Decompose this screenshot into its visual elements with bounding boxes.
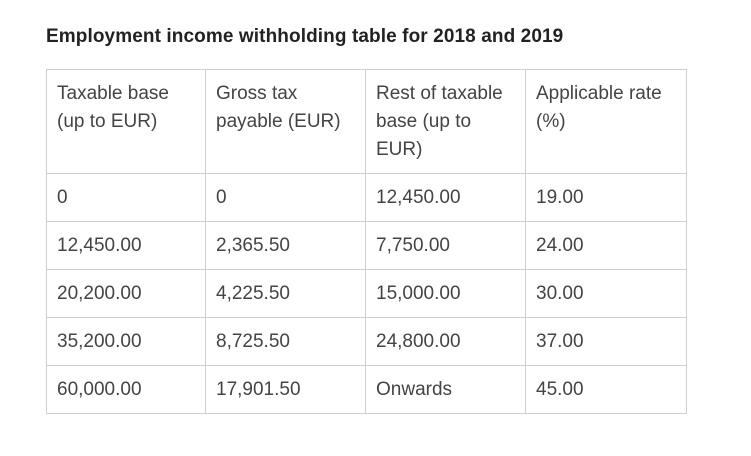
- cell-taxable-base: 20,200.00: [46, 269, 206, 318]
- table-row: 20,200.00 4,225.50 15,000.00 30.00: [46, 269, 687, 318]
- table-header: Taxable base (up to EUR) Gross tax payab…: [46, 69, 687, 174]
- table-row: 35,200.00 8,725.50 24,800.00 37.00: [46, 317, 687, 366]
- cell-gross-tax-payable: 17,901.50: [205, 365, 366, 414]
- cell-gross-tax-payable: 2,365.50: [205, 221, 366, 270]
- table-row: 0 0 12,450.00 19.00: [46, 173, 687, 222]
- page-title: Employment income withholding table for …: [46, 26, 564, 47]
- cell-rest-of-taxable-base: 15,000.00: [365, 269, 526, 318]
- table-row: 12,450.00 2,365.50 7,750.00 24.00: [46, 221, 687, 270]
- cell-taxable-base: 60,000.00: [46, 365, 206, 414]
- cell-gross-tax-payable: 8,725.50: [205, 317, 366, 366]
- header-rest-of-taxable-base: Rest of taxable base (up to EUR): [365, 69, 526, 174]
- header-gross-tax-payable: Gross tax payable (EUR): [205, 69, 366, 174]
- cell-applicable-rate: 19.00: [525, 173, 687, 222]
- cell-applicable-rate: 30.00: [525, 269, 687, 318]
- cell-rest-of-taxable-base: 7,750.00: [365, 221, 526, 270]
- cell-gross-tax-payable: 0: [205, 173, 366, 222]
- cell-rest-of-taxable-base: Onwards: [365, 365, 526, 414]
- cell-taxable-base: 35,200.00: [46, 317, 206, 366]
- cell-taxable-base: 0: [46, 173, 206, 222]
- cell-gross-tax-payable: 4,225.50: [205, 269, 366, 318]
- cell-applicable-rate: 45.00: [525, 365, 687, 414]
- cell-applicable-rate: 24.00: [525, 221, 687, 270]
- withholding-table: Taxable base (up to EUR) Gross tax payab…: [46, 69, 687, 414]
- header-row: Taxable base (up to EUR) Gross tax payab…: [46, 69, 687, 174]
- header-taxable-base: Taxable base (up to EUR): [46, 69, 206, 174]
- cell-taxable-base: 12,450.00: [46, 221, 206, 270]
- header-applicable-rate: Applicable rate (%): [525, 69, 687, 174]
- cell-rest-of-taxable-base: 12,450.00: [365, 173, 526, 222]
- table-body: 0 0 12,450.00 19.00 12,450.00 2,365.50 7…: [46, 173, 687, 414]
- cell-rest-of-taxable-base: 24,800.00: [365, 317, 526, 366]
- table-row: 60,000.00 17,901.50 Onwards 45.00: [46, 365, 687, 414]
- cell-applicable-rate: 37.00: [525, 317, 687, 366]
